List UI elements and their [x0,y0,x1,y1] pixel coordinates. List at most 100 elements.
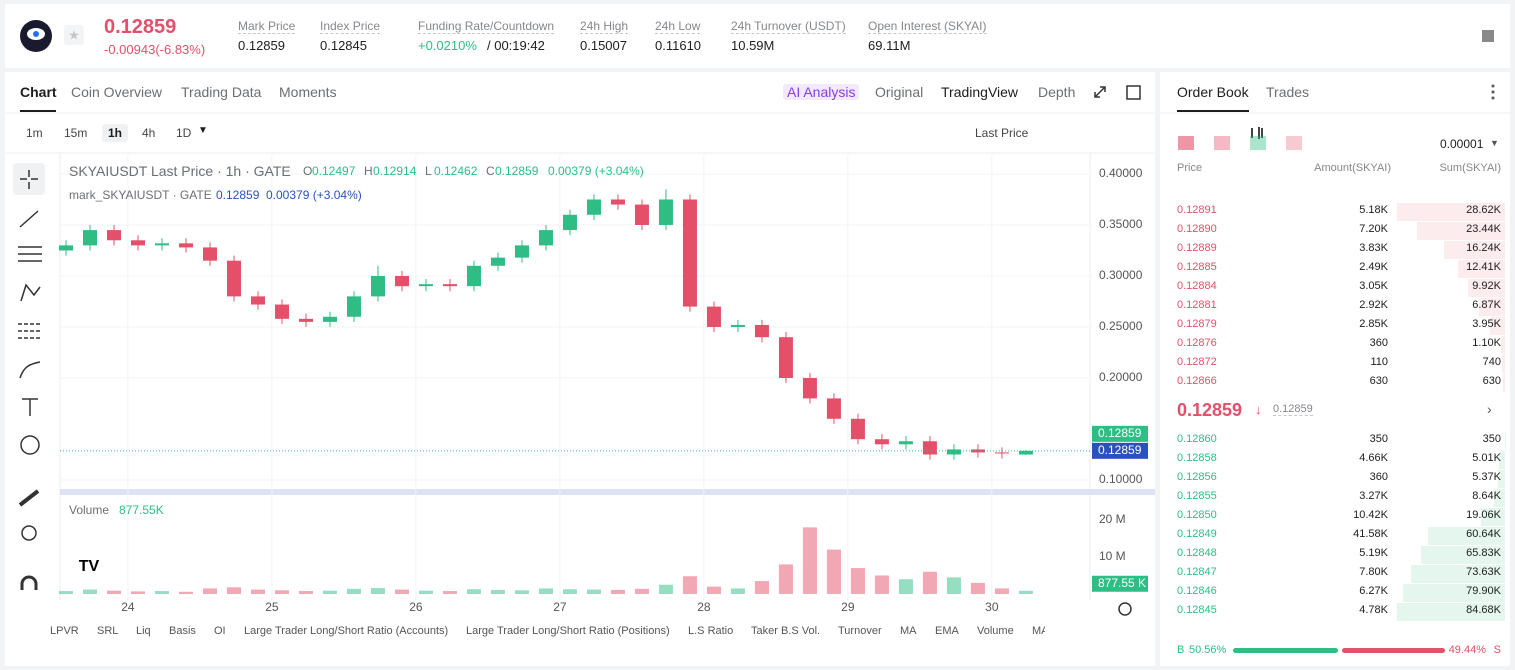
order-book-tab[interactable]: Order Book [1177,84,1249,100]
indicator-tab[interactable]: Large Trader Long/Short Ratio (Positions… [466,625,670,637]
more-button[interactable] [1491,90,1495,94]
indicator-tab[interactable]: Large Trader Long/Short Ratio (Accounts) [244,625,449,637]
fib-tool[interactable] [18,246,42,262]
fullscreen-button[interactable] [1126,85,1141,100]
order-price[interactable]: 0.12858 [1177,452,1217,464]
x-tick-label: 28 [697,600,711,614]
layout-button[interactable] [1286,136,1302,150]
volume-bar [658,584,673,594]
order-price[interactable]: 0.12872 [1177,356,1217,368]
chart-tab[interactable]: Coin Overview [71,84,163,100]
zoom-tool[interactable] [21,525,37,541]
order-price[interactable]: 0.12876 [1177,337,1217,349]
stat-label: 24h Turnover (USDT) [731,19,846,34]
indicator-tab[interactable]: MACD [1032,625,1045,637]
order-price[interactable]: 0.12848 [1177,547,1217,559]
indicator-tab[interactable]: EMA [935,625,959,637]
order-price[interactable]: 0.12890 [1177,223,1217,235]
interval-button[interactable]: 4h [142,126,156,140]
chart-tab[interactable]: Trading Data [181,84,262,100]
layout-button[interactable] [1250,136,1266,150]
indicator-tab[interactable]: Volume [977,625,1014,637]
interval-button[interactable]: 1D [176,126,192,140]
chart-tab[interactable]: Chart [20,84,57,100]
volume-tick-label: 10 M [1099,549,1126,563]
stat-label: Funding Rate/Countdown [418,19,555,34]
pattern-tool[interactable] [20,283,41,302]
precision-arrow[interactable]: ▼ [1490,138,1499,148]
chart-tab[interactable]: Moments [279,84,337,100]
mid-price: 0.12859 [1177,400,1243,420]
indicator-tab[interactable]: MA [900,625,917,637]
layout-button[interactable] [1178,136,1194,150]
order-amount: 2.49K [1359,261,1388,273]
layout-button[interactable] [1214,136,1230,150]
interval-button[interactable]: 1m [26,126,43,140]
more-button[interactable] [1491,96,1495,100]
menu-icon[interactable] [1482,30,1494,42]
order-price[interactable]: 0.12884 [1177,280,1217,292]
order-price[interactable]: 0.12860 [1177,433,1217,445]
magnet-tool[interactable] [20,575,38,590]
order-book-tab[interactable]: Trades [1266,84,1310,100]
candle-body [994,452,1009,454]
stat-label: Open Interest (SKYAI) [868,19,987,34]
order-price[interactable]: 0.12855 [1177,490,1217,502]
order-price[interactable]: 0.12889 [1177,242,1217,254]
header [5,4,1510,68]
interval-button[interactable]: 1h [102,124,129,142]
column-header: Price [1177,162,1203,174]
precision[interactable]: 0.00001 [1440,137,1484,151]
candle-type-icon[interactable] [1251,127,1263,139]
view-tab[interactable]: Original [875,84,924,100]
expand-button[interactable] [1094,86,1106,98]
order-price[interactable]: 0.12845 [1177,604,1217,616]
last-price-tag [1092,425,1148,442]
volume-bar [298,591,313,594]
order-price[interactable]: 0.12891 [1177,204,1217,216]
volume-bar [778,564,793,594]
more-button[interactable] [1491,84,1495,88]
line-tool[interactable] [19,210,39,228]
order-amount: 2.85K [1359,318,1388,330]
projection-tool[interactable] [18,323,42,339]
indicator-tab[interactable]: Liq [136,625,151,637]
dropdown-arrow[interactable]: ▼ [198,125,208,136]
chevron[interactable]: › [1487,401,1492,417]
indicator-tab[interactable]: Basis [169,625,196,637]
order-price[interactable]: 0.12850 [1177,509,1217,521]
brush-tool[interactable] [19,361,41,379]
depth-bar [1458,260,1505,278]
price-type[interactable]: Last Price [975,126,1029,140]
crosshair-tool[interactable] [13,163,45,195]
settings-button[interactable] [1118,602,1132,616]
ruler-tool[interactable] [18,489,40,507]
depth-bar [1498,470,1505,488]
order-price[interactable]: 0.12849 [1177,528,1217,540]
candle-body [634,204,649,225]
indicator-tab[interactable]: L.S Ratio [688,625,734,637]
order-price[interactable]: 0.12856 [1177,471,1217,483]
view-tab[interactable]: TradingView [941,84,1019,100]
favorite-button[interactable] [64,25,84,45]
view-tab[interactable]: Depth [1038,84,1076,100]
pane-separator[interactable] [60,489,1155,495]
order-price[interactable]: 0.12847 [1177,566,1217,578]
indicator-tab[interactable]: LPVR [50,625,79,637]
indicator-tab[interactable]: SRL [97,625,119,637]
indicator-tab[interactable]: OI [214,625,226,637]
indicator-tab[interactable]: Taker B.S Vol. [751,625,821,637]
order-price[interactable]: 0.12879 [1177,318,1217,330]
order-price[interactable]: 0.12866 [1177,375,1217,387]
text-tool[interactable] [22,398,38,416]
order-price[interactable]: 0.12846 [1177,585,1217,597]
indicator-tab[interactable]: Turnover [838,625,882,637]
mark-price: 0.12859 [1273,403,1313,416]
view-tab[interactable]: AI Analysis [783,84,860,100]
candle-body [442,284,457,287]
interval-button[interactable]: 15m [64,126,88,140]
order-price[interactable]: 0.12885 [1177,261,1217,273]
emoji-tool[interactable] [20,435,40,455]
order-price[interactable]: 0.12881 [1177,299,1217,311]
